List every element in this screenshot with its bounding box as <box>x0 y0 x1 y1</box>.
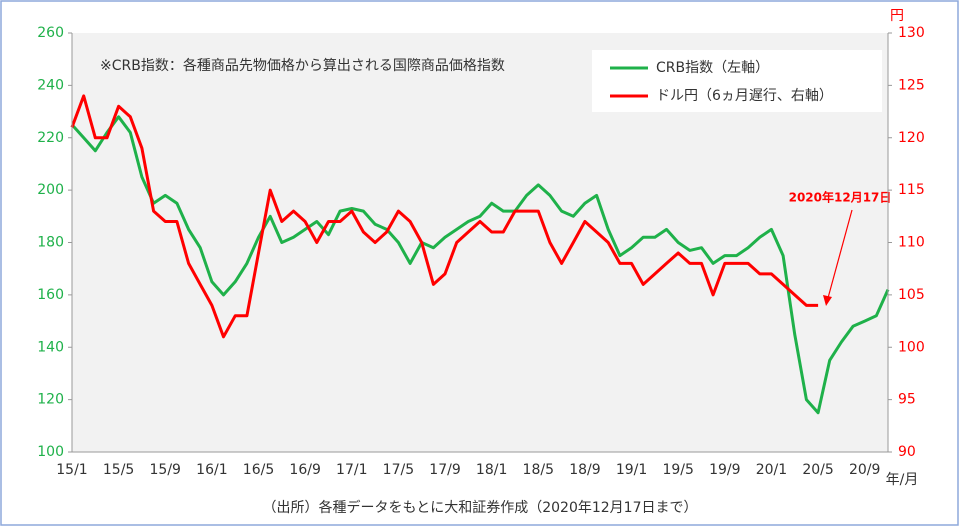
x-tick-label: 20/1 <box>756 462 787 478</box>
x-tick-label: 19/9 <box>709 462 740 478</box>
x-tick-label: 16/5 <box>243 462 274 478</box>
x-tick-label: 17/9 <box>429 462 460 478</box>
y-tick-label: 240 <box>37 77 64 93</box>
y-tick-label: 180 <box>37 235 64 251</box>
y-tick-label: 120 <box>37 392 64 408</box>
x-tick-label: 17/5 <box>383 462 414 478</box>
x-tick-label: 19/1 <box>616 462 647 478</box>
y2-tick-label: 115 <box>898 182 925 198</box>
y2-tick-label: 95 <box>898 392 916 408</box>
series-line <box>70 94 819 339</box>
x-tick-label: 16/9 <box>289 462 320 478</box>
x-tick-label: 17/1 <box>336 462 367 478</box>
x-tick-label: 16/1 <box>196 462 227 478</box>
x-unit: 年/月 <box>886 472 919 488</box>
y2-tick-label: 125 <box>898 77 925 93</box>
x-tick-label: 18/5 <box>523 462 554 478</box>
annotation: 2020年12月17日 <box>789 190 892 205</box>
x-tick-label: 18/9 <box>569 462 600 478</box>
legend-label: ドル円（6ヵ月遅行、右軸） <box>656 88 833 104</box>
y2-unit: 円 <box>890 8 904 24</box>
x-tick-label: 20/9 <box>849 462 880 478</box>
y-tick-label: 140 <box>37 339 64 355</box>
series-line <box>70 115 890 415</box>
legend-label: CRB指数（左軸） <box>656 60 769 76</box>
y2-tick-label: 110 <box>898 235 925 251</box>
y-tick-label: 260 <box>37 25 64 41</box>
source: （出所）各種データをもとに大和証券作成（2020年12月17日まで） <box>263 499 698 516</box>
y2-tick-label: 100 <box>898 339 925 355</box>
y2-tick-label: 130 <box>898 25 925 41</box>
y-tick-label: 220 <box>37 130 64 146</box>
x-tick-label: 15/1 <box>56 462 87 478</box>
x-tick-label: 15/5 <box>103 462 134 478</box>
y2-tick-label: 90 <box>898 444 916 460</box>
x-tick-label: 19/5 <box>662 462 693 478</box>
annotation-arrow <box>827 209 853 299</box>
x-tick-label: 20/5 <box>802 462 833 478</box>
y-tick-label: 100 <box>37 444 64 460</box>
legend <box>592 50 882 112</box>
x-tick-label: 18/1 <box>476 462 507 478</box>
annotation-arrowhead <box>823 295 832 306</box>
y2-tick-label: 105 <box>898 287 925 303</box>
note: ※CRB指数：各種商品先物価格から算出される国際商品価格指数 <box>100 58 505 74</box>
x-tick-label: 15/9 <box>150 462 181 478</box>
y2-tick-label: 120 <box>898 130 925 146</box>
y-tick-label: 160 <box>37 287 64 303</box>
y-tick-label: 200 <box>37 182 64 198</box>
